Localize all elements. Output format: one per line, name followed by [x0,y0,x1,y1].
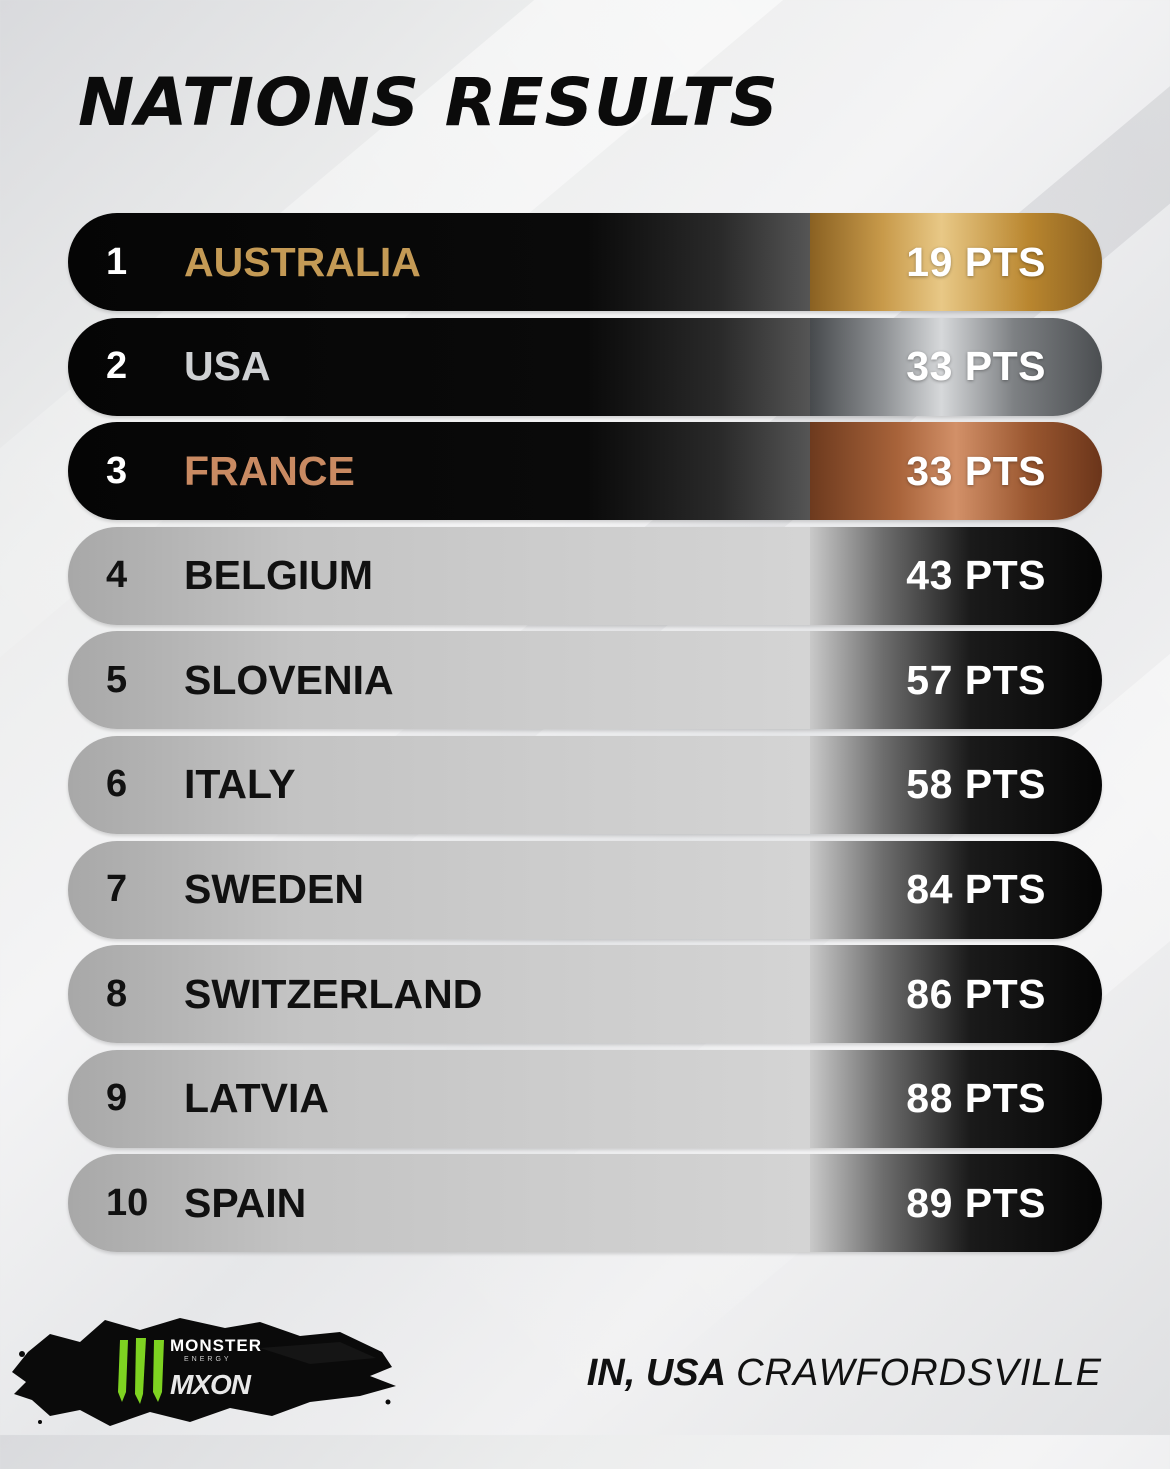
row-points-panel [810,735,1102,834]
points-value: 33 PTS [906,447,1046,494]
row-points-panel [810,631,1102,730]
rank-number: 3 [106,449,128,492]
result-row: 6 ITALY 58 PTS [68,735,1102,834]
country-name: LATVIA [184,1075,330,1122]
rank-number: 6 [106,763,128,806]
row-name-panel [68,422,810,521]
row-name-panel [68,631,810,730]
points-value: 43 PTS [906,552,1046,599]
rank-number: 4 [106,554,128,597]
row-points-panel [810,422,1102,521]
rank-number: 2 [106,345,128,388]
brand-word-monster: MONSTER [170,1336,262,1355]
result-row: 4 BELGIUM 43 PTS [68,526,1102,625]
row-name-panel [68,526,810,625]
country-name: SLOVENIA [184,656,394,703]
rank-number: 8 [106,972,128,1015]
result-row: 9 LATVIA 88 PTS [68,1049,1102,1148]
row-points-panel [810,945,1102,1044]
rank-number: 5 [106,658,128,701]
points-value: 86 PTS [906,970,1046,1017]
result-row: 5 SLOVENIA 57 PTS [68,631,1102,730]
row-name-panel [68,840,810,939]
rank-number: 7 [106,868,128,911]
country-name: SWITZERLAND [184,970,483,1017]
rank-number: 9 [106,1077,128,1120]
row-points-panel [810,1049,1102,1148]
brand-word-mxon: MXON [170,1369,251,1400]
result-row: 8 SWITZERLAND 86 PTS [68,945,1102,1044]
row-name-panel [68,945,810,1044]
country-name: ITALY [184,761,296,808]
country-name: SPAIN [184,1179,307,1226]
row-name-panel [68,735,810,834]
monster-claw-icon [118,1338,164,1404]
points-value: 88 PTS [906,1075,1046,1122]
monster-mxon-logo: MONSTER ENERGY MXON [10,1312,400,1430]
result-row: 1 AUSTRALIA 19 PTS [68,213,1102,311]
points-value: 58 PTS [906,761,1046,808]
points-value: 57 PTS [906,656,1046,703]
country-name: AUSTRALIA [184,238,421,285]
row-name-panel [68,1154,810,1253]
row-points-panel [810,840,1102,939]
event-location: IN, USA CRAWFORDSVILLE [587,1352,1102,1395]
row-points-panel [810,317,1102,416]
page-title: NATIONS RESULTS [78,64,779,141]
brand-word-energy: ENERGY [184,1356,232,1363]
row-points-panel [810,213,1102,311]
result-row: 2 USA 33 PTS [68,317,1102,416]
results-list: 1 AUSTRALIA 19 PTS 2 USA 33 PTS 3 FRANCE… [68,213,1102,1259]
row-name-panel [68,317,810,416]
location-state: IN, USA [586,1352,727,1394]
rank-number: 1 [106,240,128,283]
row-points-panel [810,526,1102,625]
result-row: 3 FRANCE 33 PTS [68,422,1102,521]
location-city: CRAWFORDSVILLE [736,1352,1102,1394]
result-row: 10 SPAIN 89 PTS [68,1154,1102,1253]
points-value: 33 PTS [906,343,1046,390]
result-row: 7 SWEDEN 84 PTS [68,840,1102,939]
row-name-panel [68,1049,810,1148]
points-value: 19 PTS [906,238,1046,285]
paint-splat-backdrop [12,1318,396,1426]
row-name-panel [68,213,810,311]
country-name: SWEDEN [184,866,364,913]
points-value: 84 PTS [906,866,1046,913]
rank-number: 10 [106,1181,149,1224]
country-name: BELGIUM [184,552,374,599]
points-value: 89 PTS [906,1179,1046,1226]
country-name: USA [184,343,271,390]
row-points-panel [810,1154,1102,1253]
country-name: FRANCE [184,447,355,494]
